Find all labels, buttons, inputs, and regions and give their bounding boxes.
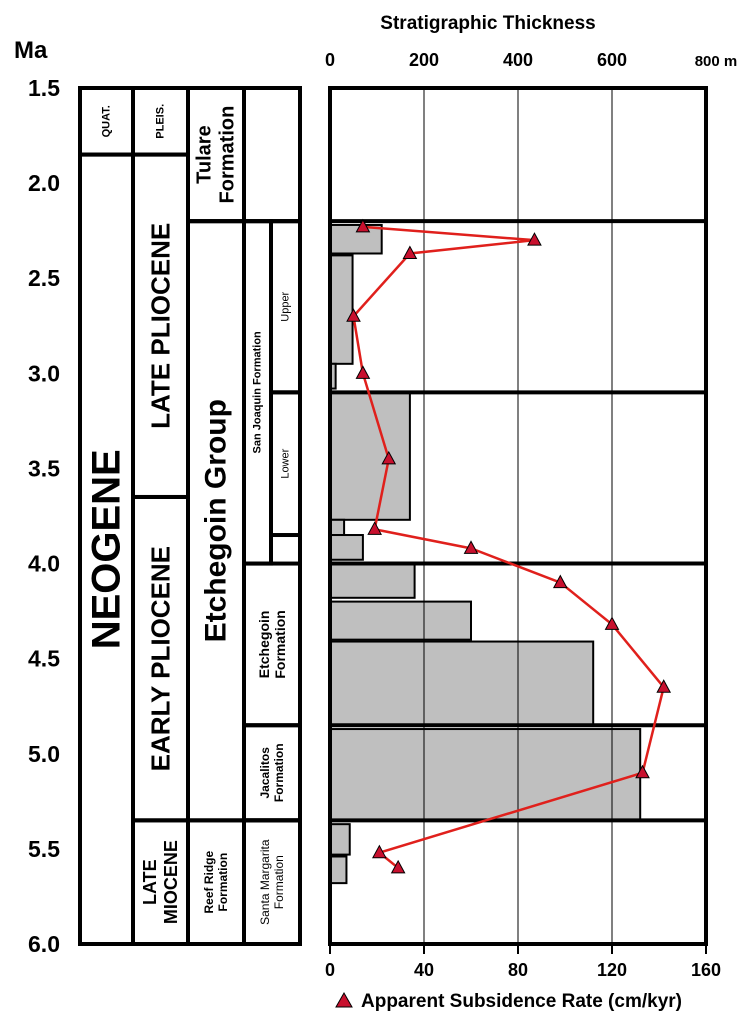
subsidence-rate-line <box>352 225 666 869</box>
legend-label: Apparent Subsidence Rate (cm/kyr) <box>361 991 682 1012</box>
age-tick-label: 3.0 <box>28 360 60 386</box>
thickness-bar <box>329 534 364 561</box>
thickness-bar <box>329 823 351 856</box>
thickness-bar <box>329 562 416 599</box>
thickness-bar <box>329 518 346 537</box>
group-label: TulareFormation <box>194 106 239 204</box>
age-tick-label: 6.0 <box>28 931 60 957</box>
legend-marker-triangle <box>335 991 353 1008</box>
top-tick-label: 0 <box>325 50 335 70</box>
formation-cell <box>242 818 302 946</box>
subsidence-rate-point <box>372 844 387 859</box>
subsidence-rate-point <box>367 521 382 535</box>
top-tick-label: 600 <box>597 50 627 70</box>
subsidence-rate-point <box>355 218 371 233</box>
subsidence-rate-series <box>346 218 672 874</box>
age-axis-title: Ma <box>14 37 48 64</box>
age-tick-label: 1.5 <box>28 75 60 101</box>
stratigraphic-columns: QUAT. NEOGENE PLEIS. LATE PLIOCENE EARLY PLI… <box>78 86 302 947</box>
top-tick-label: 800 m <box>695 53 738 70</box>
plot-area: Stratigraphic Thickness 0 200 400 600 800 m … <box>325 13 737 980</box>
formation-label: Santa MargaritaFormation <box>258 839 286 925</box>
thickness-bar <box>329 223 383 255</box>
epoch-label: LATEMIOCENE <box>140 840 181 924</box>
formation-label: JacalitosFormation <box>258 743 286 802</box>
member-cell <box>269 390 302 538</box>
subsidence-rate-point <box>402 245 418 259</box>
subsidence-rate-point <box>463 540 479 554</box>
subsidence-rate-point <box>635 764 650 779</box>
bottom-tick-label: 40 <box>414 960 434 980</box>
age-tick-label: 5.5 <box>28 836 60 862</box>
subsidence-rate-point <box>604 616 620 630</box>
age-tick-label: 4.5 <box>28 646 60 672</box>
subsidence-rate-point <box>381 450 397 465</box>
age-tick-labels: 1.5 2.0 2.5 3.0 3.5 4.0 4.5 5.0 5.5 6.0 <box>28 75 60 957</box>
top-axis-title: Stratigraphic Thickness <box>380 13 595 34</box>
thickness-bar <box>329 855 348 885</box>
top-tick-label: 200 <box>409 50 439 70</box>
thickness-bar <box>329 600 472 641</box>
formation-label: EtchegoinFormation <box>256 610 288 678</box>
formation-label: San Joaquin Formation <box>252 331 264 454</box>
epoch-label: LATE PLIOCENE <box>146 223 176 429</box>
thickness-bar <box>329 254 354 365</box>
subsidence-rate-point <box>390 859 406 874</box>
bottom-tick-label: 160 <box>691 960 721 980</box>
legend: Apparent Subsidence Rate (cm/kyr) <box>335 991 682 1012</box>
subsidence-rate-point <box>346 308 361 322</box>
epoch-label: EARLY PLIOCENE <box>146 546 176 771</box>
bottom-tick-label: 120 <box>597 960 627 980</box>
subsidence-rate-point <box>527 232 542 246</box>
thickness-bar <box>329 391 411 521</box>
top-tick-label: 400 <box>503 50 533 70</box>
age-tick-label: 2.0 <box>28 170 60 196</box>
group-label: Reef RidgeFormation <box>202 851 230 914</box>
member-label: Upper <box>280 291 292 321</box>
boundary-lines <box>330 219 706 823</box>
bottom-tick-label: 80 <box>508 960 528 980</box>
era-label-neogene: NEOGENE <box>85 449 129 649</box>
subsidence-rate-point <box>355 365 371 379</box>
age-tick-label: 2.5 <box>28 265 60 291</box>
era-label-quaternary: QUAT. <box>101 105 113 137</box>
subsidence-rate-point <box>552 574 568 589</box>
thickness-bar <box>329 728 642 822</box>
plot-frame <box>328 86 708 946</box>
bottom-axis-ticks: 0 40 80 120 160 <box>325 944 721 980</box>
age-tick-label: 3.5 <box>28 455 60 481</box>
group-label: Etchegoin Group <box>200 399 233 642</box>
bottom-tick-label: 0 <box>325 960 335 980</box>
thickness-bar <box>329 640 595 727</box>
member-label: Lower <box>280 448 292 478</box>
subsidence-rate-point <box>656 679 672 693</box>
age-tick-label: 5.0 <box>28 741 60 767</box>
top-axis-ticks: 0 200 400 600 800 m <box>325 50 737 70</box>
epoch-label: PLEIS. <box>155 104 167 139</box>
age-tick-label: 4.0 <box>28 551 60 577</box>
